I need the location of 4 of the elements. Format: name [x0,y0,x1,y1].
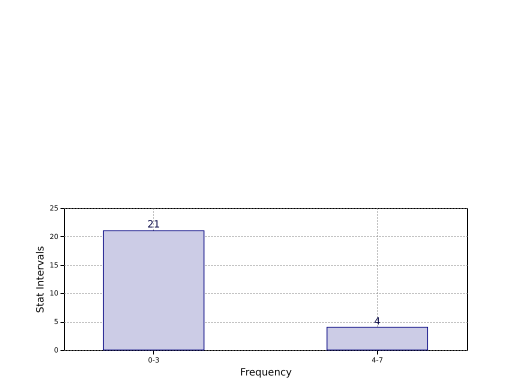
x-axis-title: Frequency [240,368,292,378]
data-label: 21 [147,220,160,231]
y-axis-title: Stat Intervals [36,246,47,314]
data-label: 4 [374,316,381,328]
